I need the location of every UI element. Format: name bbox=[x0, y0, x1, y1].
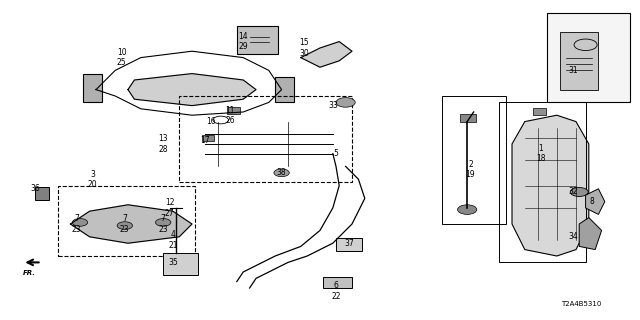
Text: 4
21: 4 21 bbox=[168, 230, 177, 250]
Circle shape bbox=[570, 188, 588, 196]
Polygon shape bbox=[579, 218, 602, 250]
Text: 17: 17 bbox=[200, 136, 210, 145]
Text: T2A4B5310: T2A4B5310 bbox=[561, 301, 602, 307]
Text: 3
20: 3 20 bbox=[88, 170, 98, 189]
Bar bbox=[499, 102, 586, 262]
Bar bbox=[460, 114, 476, 122]
Polygon shape bbox=[83, 74, 102, 102]
Polygon shape bbox=[512, 115, 589, 256]
Text: 31: 31 bbox=[568, 66, 578, 75]
Text: 37: 37 bbox=[344, 239, 354, 248]
Text: 38: 38 bbox=[276, 168, 287, 177]
Circle shape bbox=[72, 219, 88, 226]
Circle shape bbox=[336, 98, 355, 107]
Bar bbox=[336, 238, 362, 251]
Circle shape bbox=[156, 219, 171, 226]
Text: 33: 33 bbox=[328, 101, 338, 110]
Text: 32: 32 bbox=[568, 188, 578, 196]
Bar bbox=[227, 107, 240, 114]
Text: 36: 36 bbox=[30, 184, 40, 193]
Text: 35: 35 bbox=[168, 258, 178, 267]
Bar bbox=[442, 96, 506, 224]
Bar bbox=[323, 277, 352, 288]
Polygon shape bbox=[301, 42, 352, 67]
Text: 1
18: 1 18 bbox=[536, 144, 545, 163]
Bar bbox=[533, 108, 546, 115]
Text: 12
27: 12 27 bbox=[164, 198, 175, 218]
Text: 2
19: 2 19 bbox=[465, 160, 476, 179]
Text: 8: 8 bbox=[589, 197, 595, 206]
Bar bbox=[202, 135, 214, 141]
Text: 5: 5 bbox=[333, 149, 339, 158]
Text: 10
25: 10 25 bbox=[116, 48, 127, 67]
Bar bbox=[58, 186, 195, 256]
Polygon shape bbox=[586, 189, 605, 214]
Bar bbox=[35, 187, 49, 200]
Circle shape bbox=[274, 169, 289, 177]
Text: FR.: FR. bbox=[22, 270, 35, 276]
Text: 7
23: 7 23 bbox=[120, 214, 130, 234]
Bar bbox=[237, 26, 278, 54]
Text: 14
29: 14 29 bbox=[238, 32, 248, 51]
Text: 15
30: 15 30 bbox=[299, 38, 309, 58]
Text: 34: 34 bbox=[568, 232, 578, 241]
Text: 11
26: 11 26 bbox=[225, 106, 236, 125]
Bar bbox=[179, 96, 352, 182]
Polygon shape bbox=[70, 205, 192, 243]
Polygon shape bbox=[128, 74, 256, 106]
Polygon shape bbox=[275, 77, 294, 102]
Bar bbox=[163, 253, 198, 275]
Bar bbox=[547, 13, 630, 102]
Text: 13
28: 13 28 bbox=[158, 134, 168, 154]
Text: 6
22: 6 22 bbox=[332, 282, 340, 301]
Circle shape bbox=[117, 222, 132, 229]
Text: 7
23: 7 23 bbox=[158, 214, 168, 234]
Text: 7
23: 7 23 bbox=[72, 214, 82, 234]
Bar bbox=[560, 32, 598, 90]
Text: 16: 16 bbox=[206, 117, 216, 126]
Circle shape bbox=[458, 205, 477, 214]
